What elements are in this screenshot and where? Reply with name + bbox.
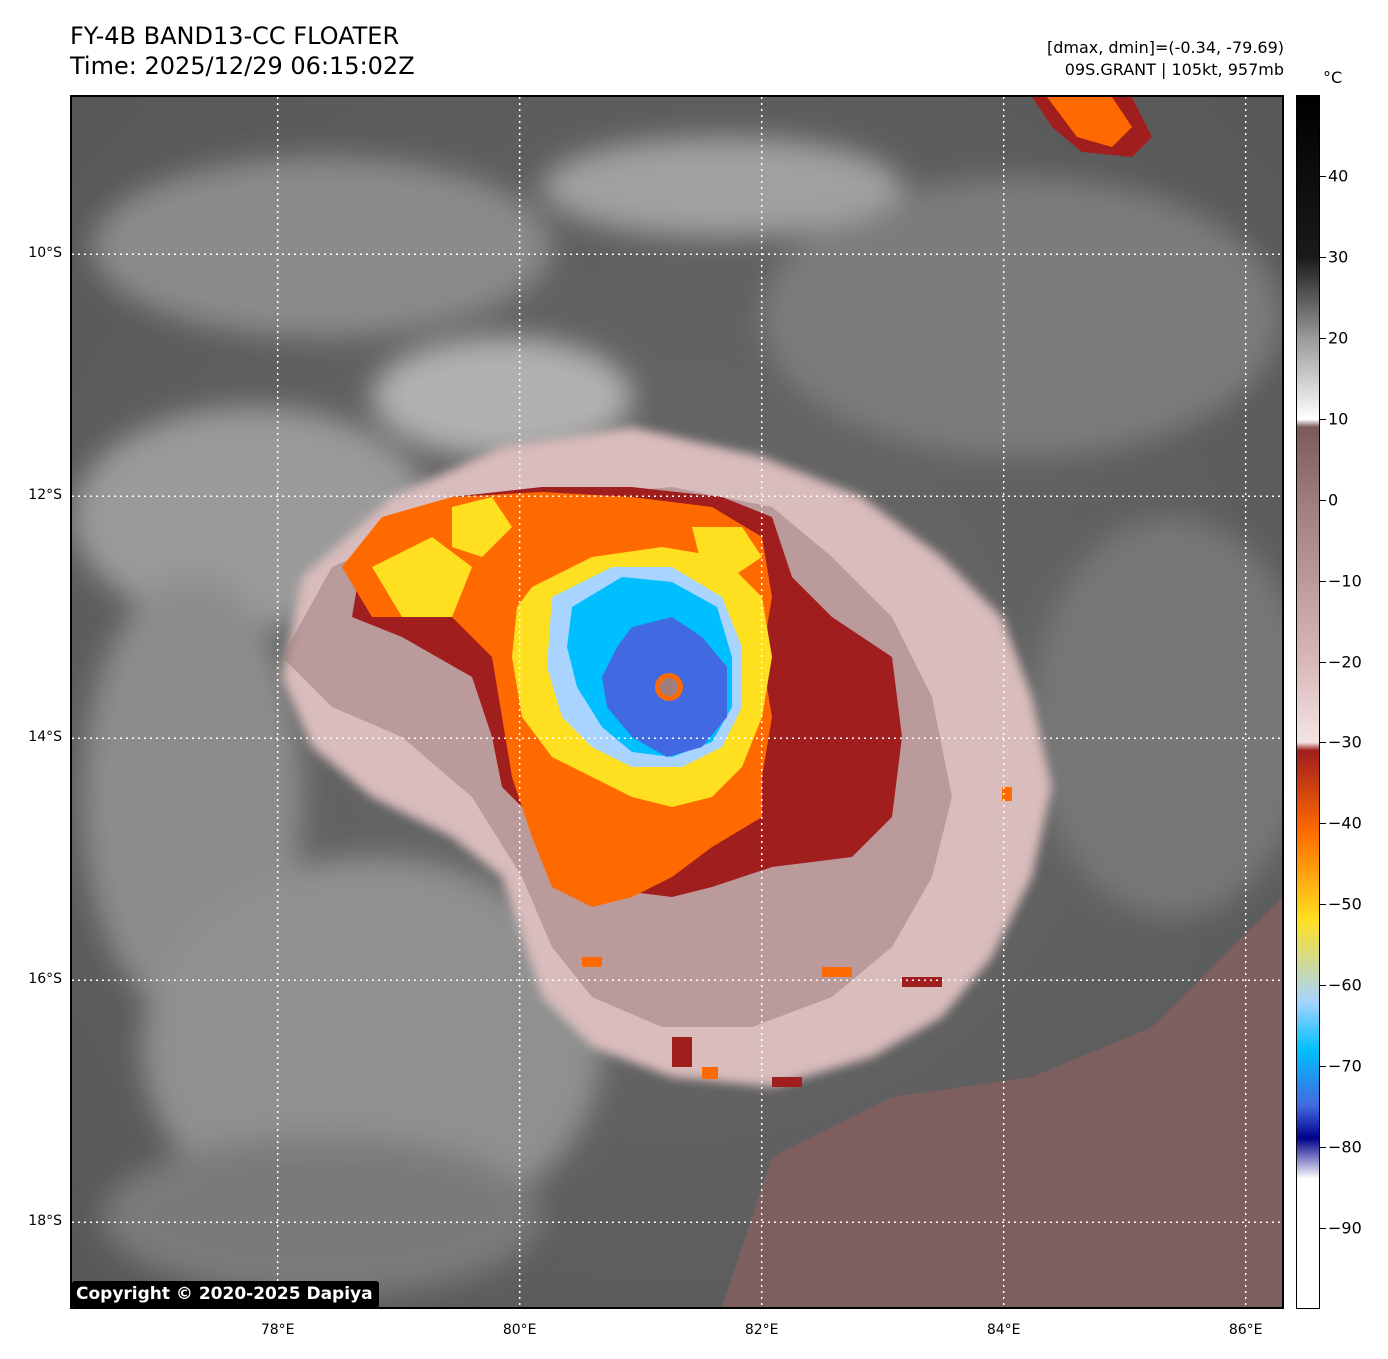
colorbar-tick-label: 40	[1328, 166, 1349, 186]
colorbar-tick-label: 0	[1328, 490, 1339, 510]
colorbar-tick	[1320, 823, 1326, 825]
latitude-label: 16°S	[28, 971, 62, 988]
chart-timestamp: Time: 2025/12/29 06:15:02Z	[70, 52, 415, 80]
chart-title: FY-4B BAND13-CC FLOATER	[70, 22, 400, 50]
graticule	[72, 97, 1282, 1307]
colorbar-tick	[1320, 1228, 1326, 1230]
satellite-imagery	[72, 97, 1282, 1307]
colorbar-tick-label: 30	[1328, 247, 1349, 267]
yellow-cell-west	[372, 537, 472, 617]
yellow-cell-northwest	[452, 497, 512, 557]
colorbar-unit: °C	[1323, 68, 1343, 87]
latitude-label: 12°S	[28, 487, 62, 504]
colorbar-tick	[1320, 499, 1326, 501]
colorbar-tick-label: 10	[1328, 409, 1349, 429]
longitude-label: 78°E	[260, 1322, 295, 1338]
colorbar	[1296, 95, 1320, 1309]
colorbar-tick	[1320, 985, 1326, 987]
colorbar-tick	[1320, 1147, 1326, 1149]
colorbar-tick	[1320, 1066, 1326, 1068]
colorbar-tick	[1320, 175, 1326, 177]
colorbar-tick-label: −20	[1328, 652, 1362, 672]
latitude-label: 14°S	[28, 729, 62, 746]
scattered-cells	[582, 787, 1012, 1087]
longitude-label: 82°E	[744, 1322, 779, 1338]
latitude-label: 18°S	[28, 1213, 62, 1230]
colorbar-tick	[1320, 256, 1326, 258]
colorbar-tick	[1320, 418, 1326, 420]
colorbar-tick-label: −50	[1328, 894, 1362, 914]
colorbar-tick	[1320, 661, 1326, 663]
colorbar-tick-label: −60	[1328, 975, 1362, 995]
colorbar-tick-label: −10	[1328, 571, 1362, 591]
colorbar-tick	[1320, 337, 1326, 339]
gray-cloud-layer	[72, 137, 1282, 1297]
colorbar-tick-label: −90	[1328, 1218, 1362, 1238]
satellite-map	[70, 95, 1284, 1309]
colorbar-tick	[1320, 904, 1326, 906]
colorbar-tick	[1320, 580, 1326, 582]
storm-eye	[660, 678, 678, 696]
colorbar-tick-label: −70	[1328, 1056, 1362, 1076]
colorbar-tick-label: −80	[1328, 1137, 1362, 1157]
colorbar-tick-label: 20	[1328, 328, 1349, 348]
data-range-info: [dmax, dmin]=(-0.34, -79.69)	[1046, 38, 1284, 57]
colorbar-tick-label: −40	[1328, 813, 1362, 833]
copyright-badge: Copyright © 2020-2025 Dapiya	[72, 1281, 379, 1308]
longitude-label: 86°E	[1228, 1322, 1263, 1338]
longitude-label: 80°E	[502, 1322, 537, 1338]
longitude-label: 84°E	[986, 1322, 1021, 1338]
warm-anvil-southeast	[722, 897, 1282, 1307]
latitude-label: 10°S	[28, 245, 62, 262]
colorbar-tick-label: −30	[1328, 732, 1362, 752]
colorbar-tick	[1320, 742, 1326, 744]
ne-cell-core	[1047, 97, 1132, 147]
yellow-cell-northeast	[692, 527, 762, 577]
storm-info: 09S.GRANT | 105kt, 957mb	[1064, 60, 1284, 79]
